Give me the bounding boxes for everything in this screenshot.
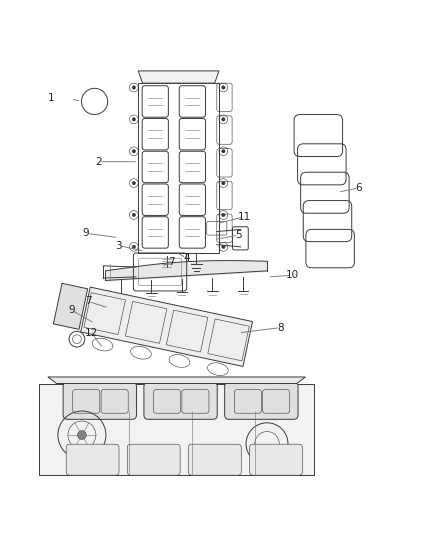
Circle shape <box>132 213 136 217</box>
Polygon shape <box>53 284 88 329</box>
Text: 11: 11 <box>238 212 251 222</box>
Polygon shape <box>48 377 305 384</box>
Text: 8: 8 <box>277 322 283 333</box>
Circle shape <box>222 213 225 217</box>
Text: 10: 10 <box>286 270 299 280</box>
Polygon shape <box>138 71 219 83</box>
Circle shape <box>222 118 225 121</box>
Circle shape <box>222 245 225 248</box>
Polygon shape <box>39 384 314 475</box>
Circle shape <box>222 86 225 89</box>
FancyBboxPatch shape <box>225 382 298 419</box>
Text: 9: 9 <box>68 305 75 315</box>
Circle shape <box>222 181 225 185</box>
Text: 5: 5 <box>235 230 242 240</box>
FancyBboxPatch shape <box>63 382 137 419</box>
Text: 4: 4 <box>183 253 190 263</box>
Text: 7: 7 <box>168 257 174 267</box>
Polygon shape <box>81 287 253 366</box>
Circle shape <box>132 181 136 185</box>
Text: 7: 7 <box>85 296 92 306</box>
FancyBboxPatch shape <box>127 444 180 475</box>
Text: 6: 6 <box>355 183 362 193</box>
FancyBboxPatch shape <box>188 444 241 475</box>
Text: 2: 2 <box>95 157 102 167</box>
Text: 1: 1 <box>48 93 54 102</box>
Circle shape <box>132 245 136 248</box>
FancyBboxPatch shape <box>66 444 119 475</box>
FancyBboxPatch shape <box>144 382 217 419</box>
FancyBboxPatch shape <box>250 444 302 475</box>
Text: 3: 3 <box>115 240 122 251</box>
Text: 9: 9 <box>82 228 89 238</box>
Circle shape <box>132 149 136 153</box>
Text: 12: 12 <box>85 328 98 338</box>
Circle shape <box>132 118 136 121</box>
Circle shape <box>78 431 86 439</box>
Circle shape <box>222 149 225 153</box>
Circle shape <box>132 86 136 89</box>
